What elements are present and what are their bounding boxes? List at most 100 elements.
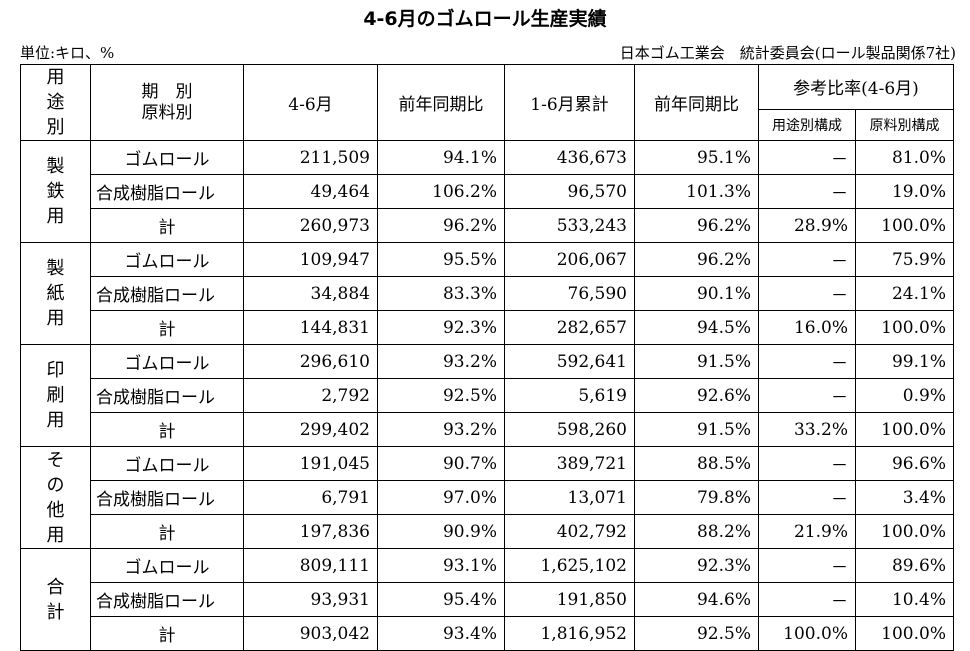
value-cell: 144,831 [243,310,378,345]
source-label: 日本ゴム工業会 統計委員会(ロール製品関係7社) [619,44,956,62]
material-label: ゴムロール [90,446,244,481]
material-label: 合成樹脂ロール [90,276,244,311]
table-row: 合成樹脂ロール 34,884 83.3% 76,590 90.1% － 24.1% [21,276,954,311]
value-cell: 5,619 [504,378,635,413]
material-label: ゴムロール [90,242,244,277]
value-cell: － [758,480,856,515]
value-cell: 96.6% [855,446,954,481]
value-cell: 99.1% [855,344,954,379]
value-cell: 211,509 [243,140,378,175]
table-row: 計 299,402 93.2% 598,260 91.5% 33.2% 100.0% [21,412,954,447]
value-cell: 89.6% [855,548,954,583]
value-cell: 191,045 [243,446,378,481]
value-cell: 83.3% [377,276,505,311]
table-row: 計 260,973 96.2% 533,243 96.2% 28.9% 100.0% [21,208,954,243]
value-cell: 191,850 [504,582,635,617]
table-row: 合成樹脂ロール 49,464 106.2% 96,570 101.3% － 19.0% [21,174,954,209]
header-period-material: 期 別原料別 [90,64,244,141]
header-ratio: 参考比率(4-6月) [758,64,954,110]
value-cell: 100.0% [758,616,856,651]
material-label: 計 [90,310,244,345]
value-cell: 1,625,102 [504,548,635,583]
value-cell: 75.9% [855,242,954,277]
value-cell: 809,111 [243,548,378,583]
value-cell: 436,673 [504,140,635,175]
value-cell: 91.5% [634,412,759,447]
value-cell: 49,464 [243,174,378,209]
value-cell: 592,641 [504,344,635,379]
material-label: ゴムロール [90,548,244,583]
value-cell: － [758,242,856,277]
value-cell: 90.9% [377,514,505,549]
value-cell: 96.2% [634,242,759,277]
value-cell: 260,973 [243,208,378,243]
value-cell: 92.3% [634,548,759,583]
header-ratio-material: 原料別構成 [855,108,954,142]
value-cell: 33.2% [758,412,856,447]
value-cell: 91.5% [634,344,759,379]
value-cell: 92.5% [377,378,505,413]
value-cell: 197,836 [243,514,378,549]
value-cell: 206,067 [504,242,635,277]
value-cell: 21.9% [758,514,856,549]
value-cell: 109,947 [243,242,378,277]
material-label: 計 [90,412,244,447]
table-row: 計 144,831 92.3% 282,657 94.5% 16.0% 100.0% [21,310,954,345]
value-cell: 94.5% [634,310,759,345]
material-label: 合成樹脂ロール [90,174,244,209]
value-cell: 95.1% [634,140,759,175]
value-cell: 0.9% [855,378,954,413]
value-cell: 101.3% [634,174,759,209]
value-cell: 34,884 [243,276,378,311]
header-yoy2: 前年同期比 [634,64,759,141]
header-yoy: 前年同期比 [377,64,505,141]
page-title: 4-6月のゴムロール生産実績 [363,8,607,30]
value-cell: － [758,446,856,481]
table-row: 合成樹脂ロール 6,791 97.0% 13,071 79.8% － 3.4% [21,480,954,515]
material-label: ゴムロール [90,140,244,175]
header-usage: 用途別 [20,64,91,141]
table-row: 製鉄用ゴムロール 211,509 94.1% 436,673 95.1% － 81.0% [20,140,954,243]
value-cell: 598,260 [504,412,635,447]
value-cell: 2,792 [243,378,378,413]
header-jan-jun: 1-6月累計 [504,64,635,141]
value-cell: 100.0% [855,310,954,345]
category-label: 印刷用 [20,344,91,447]
value-cell: 93.4% [377,616,505,651]
value-cell: － [758,174,856,209]
value-cell: 88.5% [634,446,759,481]
table-row: その他用ゴムロール 191,045 90.7% 389,721 88.5% － 96.6% [20,446,954,549]
unit-label: 単位:キロ、% [20,44,115,62]
value-cell: 533,243 [504,208,635,243]
table-row: 製紙用ゴムロール 109,947 95.5% 206,067 96.2% － 75.9% [20,242,954,345]
value-cell: 10.4% [855,582,954,617]
value-cell: 402,792 [504,514,635,549]
value-cell: 96,570 [504,174,635,209]
value-cell: 94.1% [377,140,505,175]
production-table: 用途別 期 別原料別 4-6月 前年同期比 1-6月累計 前年同期比 参考比率(… [20,64,954,651]
value-cell: 93.2% [377,344,505,379]
value-cell: 93.2% [377,412,505,447]
value-cell: 96.2% [377,208,505,243]
table-row: 合計ゴムロール 809,111 93.1% 1,625,102 92.3% － 89.6% [20,548,954,651]
value-cell: 3.4% [855,480,954,515]
value-cell: 100.0% [855,616,954,651]
value-cell: － [758,276,856,311]
header-apr-jun: 4-6月 [243,64,378,141]
value-cell: 389,721 [504,446,635,481]
value-cell: 299,402 [243,412,378,447]
value-cell: 90.1% [634,276,759,311]
value-cell: 92.6% [634,378,759,413]
value-cell: 100.0% [855,412,954,447]
value-cell: 6,791 [243,480,378,515]
material-label: ゴムロール [90,344,244,379]
value-cell: 903,042 [243,616,378,651]
value-cell: 92.5% [634,616,759,651]
value-cell: 282,657 [504,310,635,345]
value-cell: 13,071 [504,480,635,515]
value-cell: 81.0% [855,140,954,175]
value-cell: 79.8% [634,480,759,515]
value-cell: 76,590 [504,276,635,311]
material-label: 計 [90,208,244,243]
value-cell: 95.4% [377,582,505,617]
